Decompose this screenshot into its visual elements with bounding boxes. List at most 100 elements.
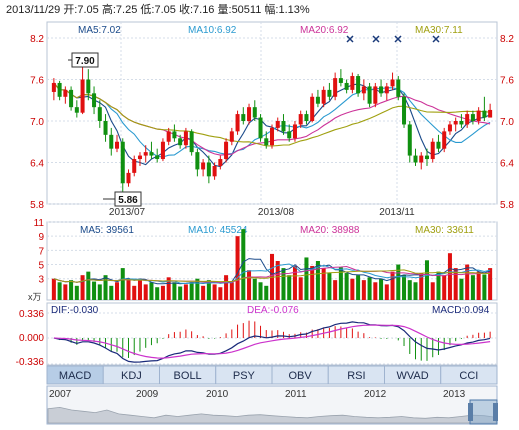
volume-tick-label: 5 bbox=[38, 261, 44, 272]
candle-body bbox=[252, 107, 257, 118]
volume-bar bbox=[298, 277, 303, 300]
tab-kdj[interactable]: KDJ bbox=[102, 365, 160, 385]
low-callout-label: 5.86 bbox=[118, 195, 138, 206]
volume-bar bbox=[206, 280, 211, 300]
candle-body bbox=[327, 89, 332, 97]
volume-bar bbox=[442, 275, 447, 300]
candle-body bbox=[97, 107, 102, 121]
candle-body bbox=[304, 114, 309, 121]
volume-bar bbox=[143, 284, 148, 300]
indicator-tabs: MACD KDJ BOLL PSY OBV RSI WVAD CCI bbox=[46, 365, 498, 385]
volume-bar bbox=[356, 275, 361, 300]
event-marker-icon[interactable] bbox=[372, 35, 380, 43]
event-marker-icon[interactable] bbox=[432, 35, 440, 43]
volume-bar bbox=[310, 265, 315, 300]
candle-body bbox=[390, 79, 395, 87]
volume-bar bbox=[218, 287, 223, 300]
candle-body bbox=[160, 141, 165, 160]
timeline-year: 2012 bbox=[364, 389, 387, 400]
candle-body bbox=[109, 134, 114, 149]
candle-body bbox=[51, 82, 56, 92]
price-x-axis: 2013/07 2013/08 2013/11 bbox=[109, 207, 415, 218]
volume-bar bbox=[482, 274, 487, 300]
volume-y-axis: 11 9 7 5 3 bbox=[34, 218, 45, 286]
event-marker-icon[interactable] bbox=[394, 35, 402, 43]
candle-body bbox=[269, 127, 275, 146]
x-label: 2013/07 bbox=[109, 207, 146, 218]
timeline-year: 2013 bbox=[443, 389, 466, 400]
candle-body bbox=[172, 131, 177, 139]
volume-ma-lines bbox=[53, 258, 491, 285]
volume-bar bbox=[183, 284, 188, 300]
volume-legend: MA5: 39561 MA10: 45524 MA20: 38988 MA30:… bbox=[80, 225, 474, 236]
volume-bar bbox=[264, 285, 269, 300]
volume-tick-label: 9 bbox=[38, 232, 44, 243]
candle-body bbox=[258, 117, 263, 139]
candle-body bbox=[465, 114, 470, 125]
volume-bar bbox=[327, 273, 332, 300]
volume-bar bbox=[367, 277, 372, 300]
volume-bar bbox=[402, 275, 407, 300]
volume-bar bbox=[109, 285, 114, 300]
candle-body bbox=[69, 89, 74, 108]
candle-body bbox=[264, 138, 269, 146]
vol-ma5-legend: MA5: 39561 bbox=[80, 225, 134, 236]
volume-bar bbox=[86, 271, 91, 300]
candle-body bbox=[430, 141, 435, 160]
vol-ma20-legend: MA20: 38988 bbox=[300, 225, 360, 236]
candle-body bbox=[379, 86, 384, 94]
candle-body bbox=[442, 131, 447, 149]
candle-body bbox=[189, 131, 194, 153]
open-value: 7.05 bbox=[77, 4, 98, 16]
price-y-axis-left: 8.2 7.6 7.0 6.4 5.8 bbox=[30, 34, 44, 211]
candle-body bbox=[350, 76, 355, 90]
timeline-selector[interactable] bbox=[468, 399, 498, 425]
candle-body bbox=[436, 141, 441, 149]
timeline-handle-left[interactable] bbox=[468, 403, 473, 421]
tab-wvad[interactable]: WVAD bbox=[384, 365, 442, 385]
candle-body bbox=[229, 131, 234, 142]
timeline-year: 2007 bbox=[49, 389, 72, 400]
macd-histogram bbox=[59, 320, 491, 361]
candle-body bbox=[419, 155, 424, 163]
volume-bar bbox=[57, 282, 62, 300]
tab-rsi[interactable]: RSI bbox=[327, 365, 385, 385]
candle-body bbox=[447, 124, 452, 132]
price-ma5-legend: MA5:7.02 bbox=[78, 25, 121, 36]
tab-label: CCI bbox=[459, 370, 478, 382]
candle-body bbox=[183, 131, 188, 146]
volume-bar bbox=[488, 268, 493, 300]
dif-legend: DIF:-0.030 bbox=[51, 305, 99, 316]
candle-body bbox=[201, 162, 206, 170]
tab-boll[interactable]: BOLL bbox=[159, 365, 217, 385]
volume-bar bbox=[396, 264, 401, 300]
high-value: 7.25 bbox=[116, 4, 137, 16]
volume-bar bbox=[160, 285, 165, 300]
volume-bar bbox=[137, 278, 142, 300]
event-marker-icon[interactable] bbox=[346, 35, 354, 43]
timeline-handle-right[interactable] bbox=[493, 403, 498, 421]
volume-bar bbox=[436, 271, 441, 300]
tab-psy[interactable]: PSY bbox=[215, 365, 273, 385]
macd-tick-label: 0.336 bbox=[19, 309, 44, 320]
candle-body bbox=[413, 155, 418, 163]
candle-body bbox=[373, 86, 378, 104]
vol-ma10-legend: MA10: 45524 bbox=[188, 225, 248, 236]
price-ma20-legend: MA20:6.92 bbox=[300, 25, 349, 36]
candle-body bbox=[292, 124, 297, 139]
tab-cci[interactable]: CCI bbox=[440, 365, 498, 385]
candle-body bbox=[103, 121, 108, 135]
candle-body bbox=[149, 152, 154, 156]
volume-bar bbox=[97, 284, 102, 300]
tab-obv[interactable]: OBV bbox=[271, 365, 329, 385]
candle-body bbox=[166, 131, 171, 142]
tab-macd[interactable]: MACD bbox=[46, 365, 104, 385]
candle-body bbox=[241, 114, 246, 121]
volume-tick-label: 7 bbox=[38, 246, 44, 257]
price-ma10-legend: MA10:6.92 bbox=[188, 25, 237, 36]
close-value: 7.16 bbox=[193, 4, 214, 16]
candle-body bbox=[361, 86, 366, 94]
candle-body bbox=[224, 141, 229, 160]
price-tick-label: 7.6 bbox=[30, 76, 44, 87]
high-callout: 7.90 bbox=[68, 52, 99, 68]
